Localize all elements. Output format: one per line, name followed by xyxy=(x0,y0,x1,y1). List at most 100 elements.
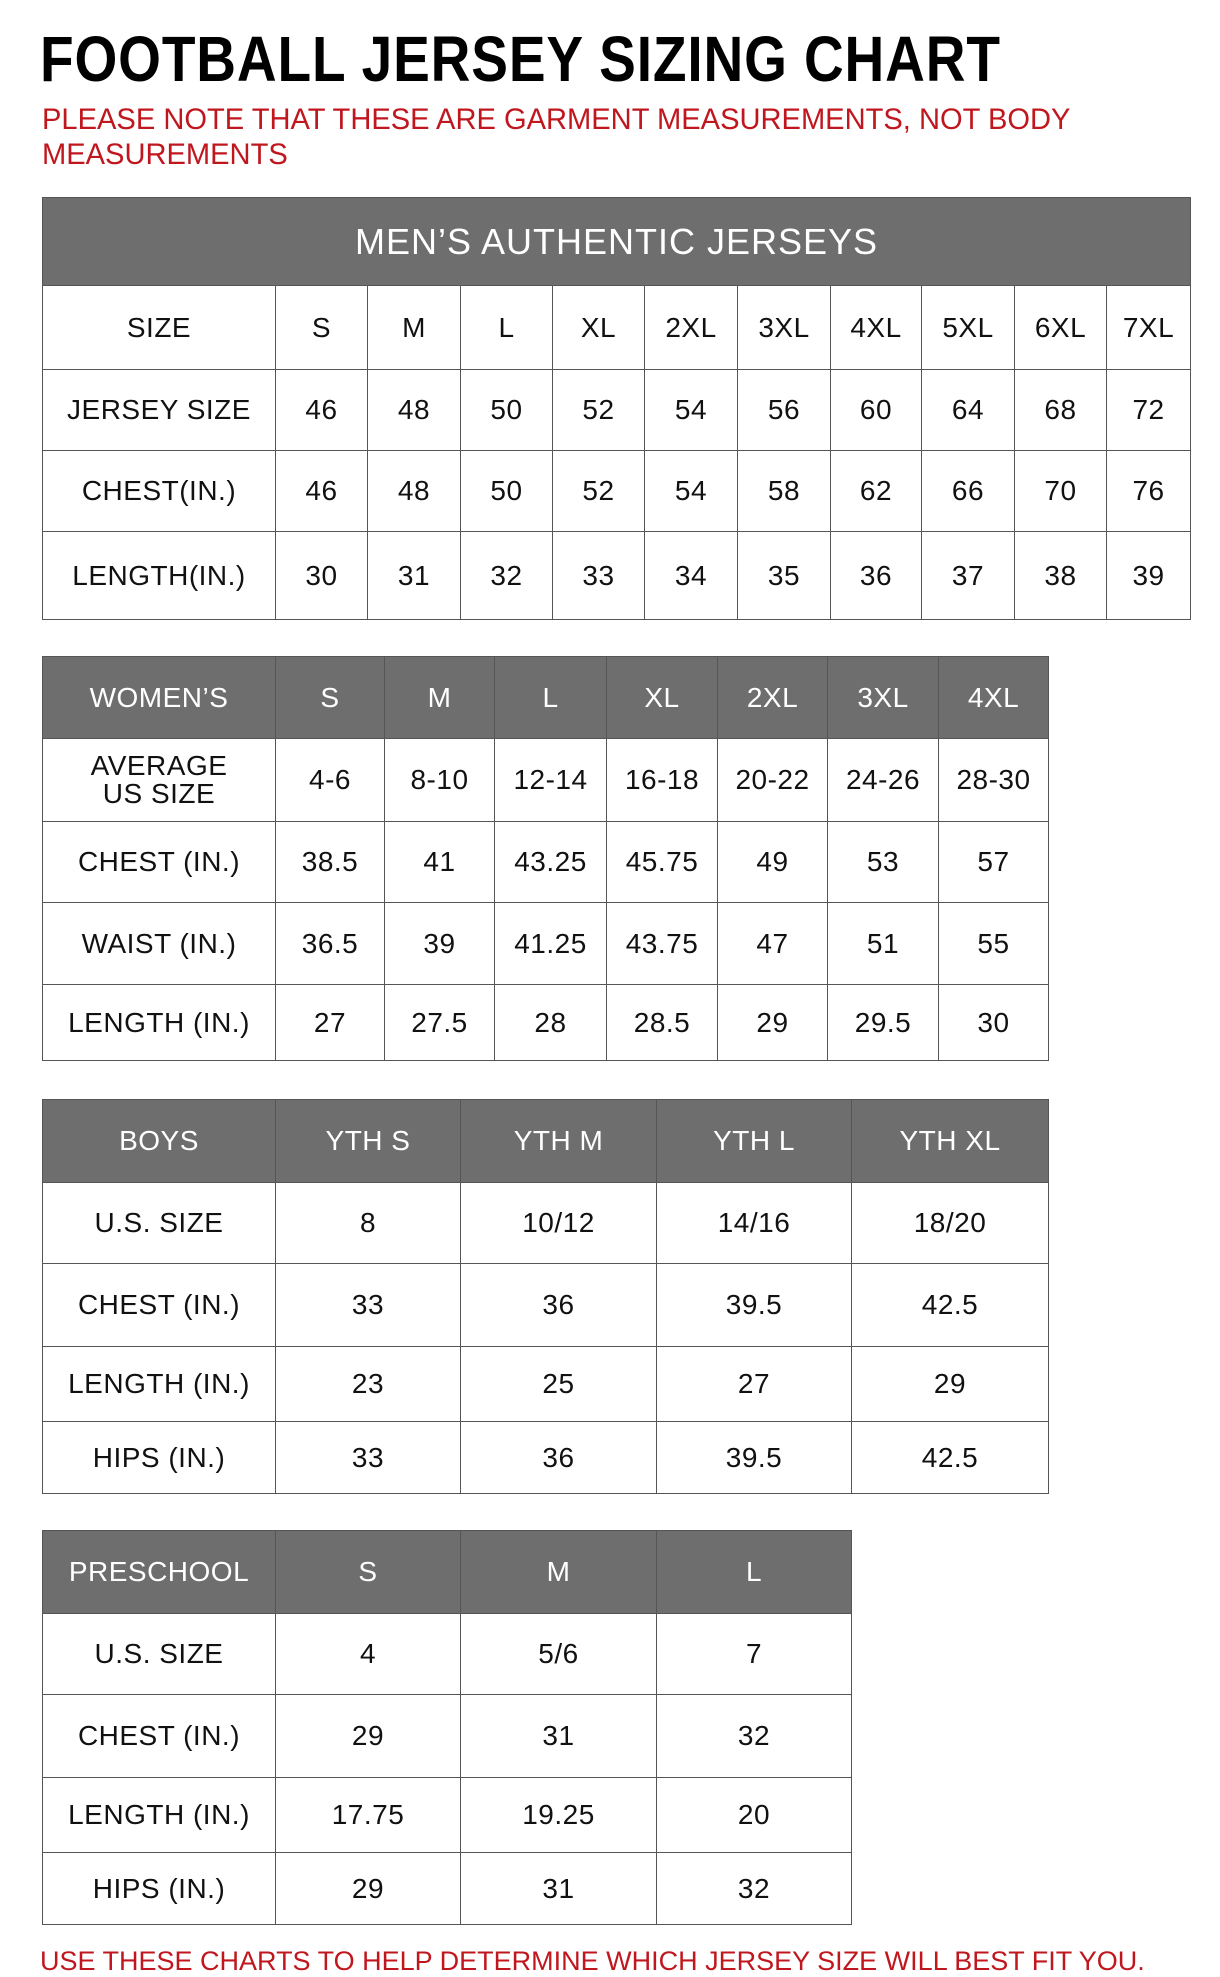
table-cell: 50 xyxy=(460,369,553,451)
size-column-header: 4XL xyxy=(830,285,922,370)
table-cell: 10/12 xyxy=(460,1182,657,1264)
table-cell: 64 xyxy=(921,369,1015,451)
table-cell: 27 xyxy=(275,984,385,1061)
table-cell: 36.5 xyxy=(275,902,385,985)
row-label: U.S. SIZE xyxy=(42,1613,276,1695)
table-cell: 52 xyxy=(552,369,645,451)
table-row: CHEST (IN.) 38.5 41 43.25 45.75 49 53 57 xyxy=(42,821,1049,903)
row-label: LENGTH(IN.) xyxy=(42,531,276,620)
table-cell: 38 xyxy=(1014,531,1107,620)
table-row: JERSEY SIZE 46 48 50 52 54 56 60 64 68 72 xyxy=(42,369,1192,451)
size-column-header: 2XL xyxy=(644,285,738,370)
page-title: FOOTBALL JERSEY SIZING CHART xyxy=(40,23,1001,95)
table-cell: 29 xyxy=(275,1694,461,1778)
size-column-header: M xyxy=(367,285,461,370)
header-label: PRESCHOOL xyxy=(42,1530,276,1614)
size-column-header: XL xyxy=(606,656,718,739)
row-label: LENGTH (IN.) xyxy=(42,1346,276,1422)
row-label: HIPS (IN.) xyxy=(42,1421,276,1494)
table-cell: 29 xyxy=(717,984,828,1061)
table-cell: 30 xyxy=(938,984,1049,1061)
table-row: HIPS (IN.) 29 31 32 xyxy=(42,1852,852,1925)
table-cell: 30 xyxy=(275,531,368,620)
table-cell: 17.75 xyxy=(275,1777,461,1853)
row-label: CHEST(IN.) xyxy=(42,450,276,532)
table-cell: 36 xyxy=(460,1421,657,1494)
table-cell: 8 xyxy=(275,1182,461,1264)
table-row: WAIST (IN.) 36.5 39 41.25 43.75 47 51 55 xyxy=(42,902,1049,985)
table-cell: 5/6 xyxy=(460,1613,657,1695)
size-column-header: M xyxy=(460,1530,657,1614)
footer-note: USE THESE CHARTS TO HELP DETERMINE WHICH… xyxy=(40,1946,1145,1976)
size-column-header: YTH M xyxy=(460,1099,657,1183)
size-column-header: 3XL xyxy=(737,285,831,370)
row-label: CHEST (IN.) xyxy=(42,1694,276,1778)
table-cell: 16-18 xyxy=(606,738,718,822)
table-cell: 27.5 xyxy=(384,984,495,1061)
table-cell: 48 xyxy=(367,450,461,532)
table-caption: MEN’S AUTHENTIC JERSEYS xyxy=(41,197,1192,286)
table-cell: 36 xyxy=(460,1263,657,1347)
table-cell: 32 xyxy=(460,531,553,620)
table-cell: 57 xyxy=(938,821,1049,903)
table-header-row: WOMEN’S S M L XL 2XL 3XL 4XL xyxy=(42,656,1049,739)
table-header-row: SIZE S M L XL 2XL 3XL 4XL 5XL 6XL 7XL xyxy=(42,285,1192,370)
measurement-note: PLEASE NOTE THAT THESE ARE GARMENT MEASU… xyxy=(42,103,1070,171)
table-cell: 38.5 xyxy=(275,821,385,903)
row-label: AVERAGE US SIZE xyxy=(42,738,276,822)
table-cell: 19.25 xyxy=(460,1777,657,1853)
table-cell: 36 xyxy=(830,531,922,620)
table-cell: 34 xyxy=(644,531,738,620)
table-cell: 39.5 xyxy=(656,1421,852,1494)
table-cell: 29 xyxy=(275,1852,461,1925)
table-cell: 20-22 xyxy=(717,738,828,822)
size-column-header: 3XL xyxy=(827,656,939,739)
size-column-header: 2XL xyxy=(717,656,828,739)
table-row: LENGTH(IN.) 30 31 32 33 34 35 36 37 38 39 xyxy=(42,531,1192,620)
size-column-header: M xyxy=(384,656,495,739)
table-cell: 28-30 xyxy=(938,738,1049,822)
table-row: CHEST (IN.) 33 36 39.5 42.5 xyxy=(42,1263,1049,1347)
table-cell: 29 xyxy=(851,1346,1049,1422)
table-row: CHEST(IN.) 46 48 50 52 54 58 62 66 70 76 xyxy=(42,450,1192,532)
table-cell: 48 xyxy=(367,369,461,451)
row-label: JERSEY SIZE xyxy=(42,369,276,451)
table-cell: 32 xyxy=(656,1852,852,1925)
table-cell: 43.75 xyxy=(606,902,718,985)
table-cell: 25 xyxy=(460,1346,657,1422)
table-cell: 60 xyxy=(830,369,922,451)
table-cell: 41.25 xyxy=(494,902,607,985)
table-cell: 45.75 xyxy=(606,821,718,903)
table-cell: 66 xyxy=(921,450,1015,532)
womens-size-table: WOMEN’S S M L XL 2XL 3XL 4XL AVERAGE US SIZE 4-6 8… xyxy=(42,656,1049,1061)
header-label: WOMEN’S xyxy=(42,656,276,739)
table-cell: 37 xyxy=(921,531,1015,620)
table-cell: 20 xyxy=(656,1777,852,1853)
size-column-header: L xyxy=(656,1530,852,1614)
table-cell: 42.5 xyxy=(851,1263,1049,1347)
table-cell: 56 xyxy=(737,369,831,451)
boys-size-table: BOYS YTH S YTH M YTH L YTH XL U.S. SIZE 8 10/12… xyxy=(42,1099,1049,1494)
table-cell: 4 xyxy=(275,1613,461,1695)
table-cell: 70 xyxy=(1014,450,1107,532)
table-cell: 50 xyxy=(460,450,553,532)
table-row: CHEST (IN.) 29 31 32 xyxy=(42,1694,852,1778)
table-cell: 52 xyxy=(552,450,645,532)
table-row: LENGTH (IN.) 27 27.5 28 28.5 29 29.5 30 xyxy=(42,984,1049,1061)
table-cell: 53 xyxy=(827,821,939,903)
table-cell: 8-10 xyxy=(384,738,495,822)
table-cell: 29.5 xyxy=(827,984,939,1061)
table-cell: 27 xyxy=(656,1346,852,1422)
table-cell: 7 xyxy=(656,1613,852,1695)
table-cell: 28.5 xyxy=(606,984,718,1061)
table-row: LENGTH (IN.) 17.75 19.25 20 xyxy=(42,1777,852,1853)
preschool-size-table: PRESCHOOL S M L U.S. SIZE 4 5/6 7 CHEST (IN.) 29 3… xyxy=(42,1530,852,1925)
mens-size-table: MEN’S AUTHENTIC JERSEYS SIZE S M L XL 2XL 3XL 4X… xyxy=(41,197,1192,620)
table-cell: 51 xyxy=(827,902,939,985)
table-row: U.S. SIZE 4 5/6 7 xyxy=(42,1613,852,1695)
size-column-header: YTH L xyxy=(656,1099,852,1183)
table-cell: 46 xyxy=(275,450,368,532)
table-cell: 43.25 xyxy=(494,821,607,903)
size-column-header: L xyxy=(494,656,607,739)
size-column-header: L xyxy=(460,285,553,370)
